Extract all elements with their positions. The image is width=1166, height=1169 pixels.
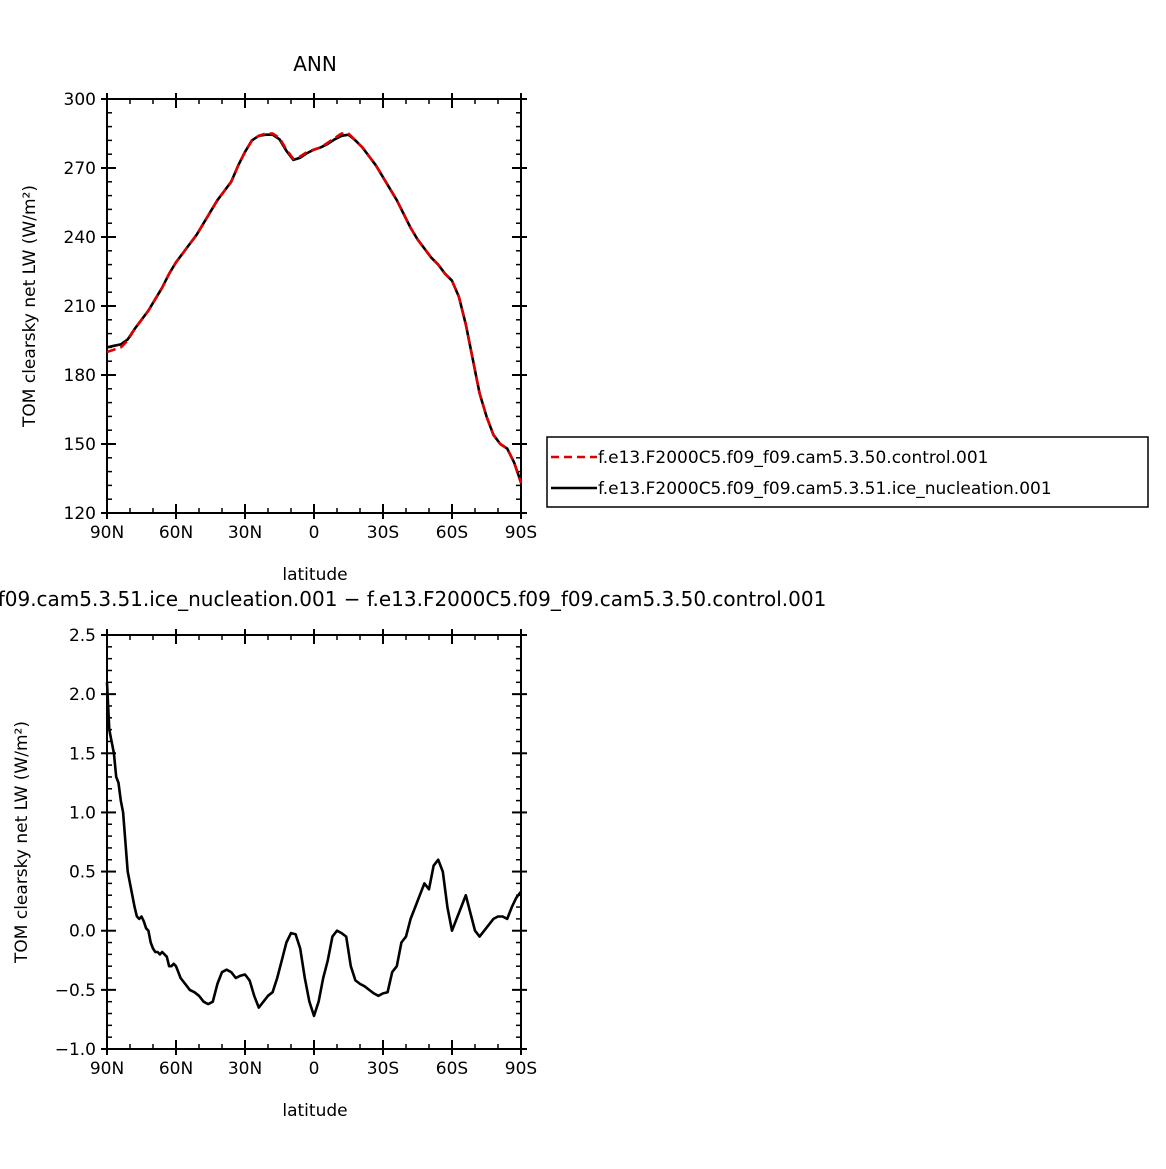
x-tick-label: 30N (228, 523, 262, 543)
x-tick-label: 60N (159, 1059, 193, 1079)
y-tick-label: 120 (64, 504, 96, 524)
y-tick-label: 180 (64, 366, 96, 386)
y-tick-label: 240 (64, 228, 96, 248)
legend-label-control: f.e13.F2000C5.f09_f09.cam5.3.50.control.… (598, 448, 989, 468)
x-tick-label: 90N (90, 1059, 124, 1079)
bottom-y-axis-label: TOM clearsky net LW (W/m²) (12, 721, 32, 964)
top-panel: ANN 90N 60N 30N 0 30S 60S 90S 120 150 180 210 240 2… (20, 52, 1149, 585)
x-tick-label: 60S (436, 1059, 468, 1079)
bottom-series-lines (105, 682, 523, 1018)
bottom-panel-title: f.e13.F2000C5.f09_f09.cam5.3.51.ice_nucl… (0, 587, 826, 611)
x-tick-label: 30N (228, 1059, 262, 1079)
series-line-control (106, 132, 523, 484)
bottom-y-tick-labels: −1.0 −0.5 0.0 0.5 1.0 1.5 2.0 2.5 (55, 626, 96, 1060)
x-tick-label: 90S (505, 1059, 537, 1079)
legend-label-ice-nucleation: f.e13.F2000C5.f09_f09.cam5.3.51.ice_nucl… (598, 479, 1052, 499)
y-tick-label: −0.5 (55, 981, 96, 1001)
top-y-tick-labels: 120 150 180 210 240 270 300 (64, 90, 96, 524)
x-tick-label: 90S (505, 523, 537, 543)
x-tick-label: 0 (309, 523, 320, 543)
legend: f.e13.F2000C5.f09_f09.cam5.3.50.control.… (546, 436, 1149, 508)
y-tick-label: 0.0 (69, 922, 96, 942)
bottom-panel: f.e13.F2000C5.f09_f09.cam5.3.51.ice_nucl… (0, 587, 826, 1121)
top-panel-title: ANN (293, 52, 337, 76)
x-tick-label: 30S (367, 523, 399, 543)
series-line-ice-nucleation (106, 133, 523, 483)
x-tick-label: 30S (367, 1059, 399, 1079)
top-x-tick-labels: 90N 60N 30N 0 30S 60S 90S (90, 523, 537, 543)
x-tick-label: 90N (90, 523, 124, 543)
y-tick-label: 2.5 (69, 626, 96, 646)
y-tick-label: 210 (64, 297, 96, 317)
y-tick-label: 2.0 (69, 685, 96, 705)
x-tick-label: 0 (309, 1059, 320, 1079)
y-tick-label: 1.0 (69, 803, 96, 823)
y-tick-label: 1.5 (69, 744, 96, 764)
x-tick-label: 60S (436, 523, 468, 543)
legend-box (546, 436, 1149, 508)
y-tick-label: 0.5 (69, 863, 96, 883)
top-series-lines (106, 132, 523, 484)
bottom-x-tick-labels: 90N 60N 30N 0 30S 60S 90S (90, 1059, 537, 1079)
y-tick-label: −1.0 (55, 1040, 96, 1060)
x-tick-label: 60N (159, 523, 193, 543)
top-axis-ticks (101, 93, 527, 519)
series-line-difference (105, 682, 523, 1018)
top-x-axis-label: latitude (282, 565, 347, 585)
y-tick-label: 150 (64, 435, 96, 455)
top-y-axis-label: TOM clearsky net LW (W/m²) (20, 185, 40, 428)
bottom-axis-ticks (101, 629, 527, 1055)
top-plot-frame (106, 98, 522, 514)
bottom-x-axis-label: latitude (282, 1101, 347, 1121)
bottom-plot-frame (106, 634, 522, 1050)
y-tick-label: 270 (64, 159, 96, 179)
y-tick-label: 300 (64, 90, 96, 110)
